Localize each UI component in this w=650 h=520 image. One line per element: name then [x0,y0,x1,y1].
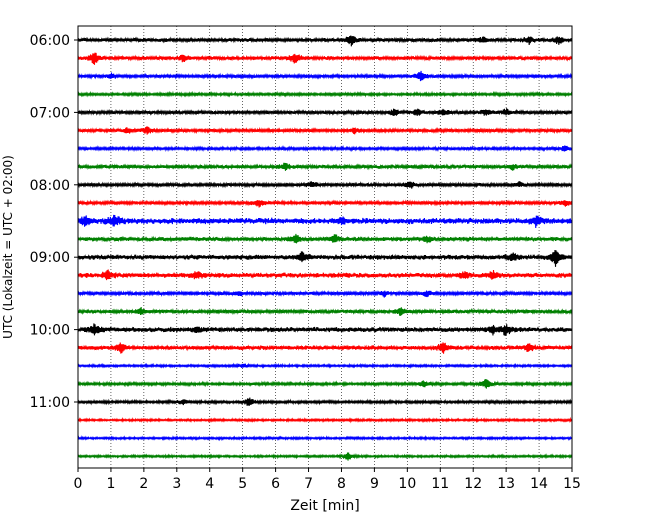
trace-0800 [77,181,573,189]
trace-0930 [77,289,573,298]
y-tick-label: 09:00 [30,250,70,266]
traces [77,35,573,461]
y-tick-label: 08:00 [30,178,70,194]
x-tick-label: 13 [497,476,515,492]
trace-0700 [77,108,573,117]
y-axis-ticks: 06:00 07:00 08:00 09:00 10:00 11:00 [30,33,78,411]
trace-0815 [77,199,573,208]
trace-0845 [77,233,573,244]
x-axis-label: Zeit [min] [290,498,359,514]
x-tick-label: 8 [337,476,346,492]
x-tick-label: 7 [304,476,313,492]
x-tick-label: 2 [139,476,148,492]
trace-0945 [77,307,573,316]
trace-1145 [77,452,573,461]
y-tick-label: 10:00 [30,323,70,339]
trace-0915 [77,269,573,281]
x-tick-label: 5 [238,476,247,492]
trace-1115 [77,416,573,424]
y-tick-label: 11:00 [30,395,70,411]
trace-1130 [77,435,573,442]
trace-0900 [77,249,573,267]
trace-1030 [77,362,573,370]
x-tick-label: 14 [530,476,548,492]
x-tick-label: 12 [464,476,482,492]
trace-1000 [77,323,573,336]
trace-0715 [77,126,573,135]
trace-0830 [77,214,573,228]
x-tick-label: 10 [398,476,416,492]
x-tick-label: 4 [205,476,214,492]
y-tick-label: 07:00 [30,105,70,121]
x-tick-label: 1 [106,476,115,492]
trace-1045 [77,378,573,389]
x-tick-label: 9 [370,476,379,492]
trace-0615 [77,52,573,65]
x-axis-ticks: 0 1 2 3 4 5 6 7 8 9 10 11 12 13 14 15 [74,468,581,492]
x-tick-label: 0 [74,476,83,492]
x-tick-label: 11 [431,476,449,492]
trace-1015 [77,342,573,354]
trace-1100 [77,397,573,406]
x-tick-label: 3 [172,476,181,492]
trace-0745 [77,162,573,171]
plot-frame [77,25,573,469]
trace-0600 [77,35,573,47]
y-tick-label: 06:00 [30,33,70,49]
trace-0645 [77,90,573,98]
y-axis-label: UTC (Lokalzeit = UTC + 02:00) [1,155,15,339]
x-tick-label: 6 [271,476,280,492]
x-tick-label: 15 [563,476,581,492]
trace-0630 [77,70,573,82]
trace-0730 [77,144,573,153]
